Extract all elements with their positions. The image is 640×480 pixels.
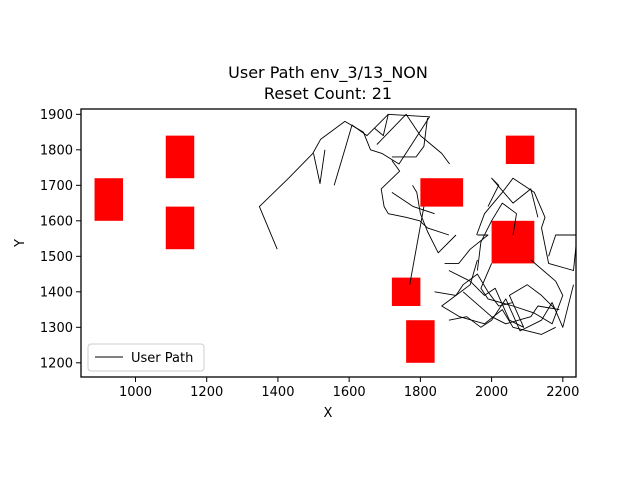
y-tick-label: 1400 [40, 285, 73, 300]
user-path-segment [480, 259, 564, 325]
user-path-segment [409, 206, 425, 285]
x-tick-label: 1200 [190, 385, 223, 400]
obstacle-rect [491, 220, 535, 264]
obstacle-rect [165, 135, 195, 179]
user-path-segment [487, 177, 539, 218]
x-tick-label: 1000 [119, 385, 152, 400]
user-path-lines [258, 113, 576, 335]
user-path-segment [376, 113, 450, 165]
y-tick-label: 1800 [40, 143, 73, 158]
y-tick-label: 1700 [40, 179, 73, 194]
user-path-segment [462, 291, 560, 325]
user-path-segment [448, 284, 574, 332]
user-path-segment [391, 117, 428, 158]
x-tick-label: 2000 [475, 385, 508, 400]
x-axis-label: X [324, 406, 333, 421]
obstacle-rect [94, 178, 124, 221]
legend: User Path [87, 343, 205, 372]
y-tick-label: 1600 [40, 214, 73, 229]
x-tick-label: 1600 [333, 385, 366, 400]
y-axis-label: Y [13, 239, 28, 248]
x-tick-label: 1400 [261, 385, 294, 400]
obstacle-rect [391, 277, 421, 307]
user-path-segment [258, 113, 431, 250]
user-path-segment [476, 202, 517, 271]
x-tick-label: 1800 [404, 385, 437, 400]
user-path-segment [448, 270, 557, 328]
y-tick-label: 1300 [40, 321, 73, 336]
obstacle-rect [505, 135, 535, 165]
obstacles [94, 135, 535, 363]
x-axis-ticks: 1000 1200 1400 1600 1800 2000 2200 [119, 377, 579, 400]
plot-frame [80, 108, 577, 378]
obstacle-rect [165, 206, 195, 250]
x-tick-label: 2200 [546, 385, 579, 400]
y-tick-label: 1900 [40, 108, 73, 123]
user-path-segment [333, 113, 389, 186]
y-axis-ticks: 1200 1300 1400 1500 1600 1700 1800 1900 [40, 108, 81, 371]
y-tick-label: 1500 [40, 250, 73, 265]
user-path-segment [313, 149, 326, 184]
chart-title: User Path env_3/13_NON [228, 63, 428, 83]
obstacle-rect [420, 178, 464, 207]
user-path-segment [391, 192, 435, 215]
obstacle-rect [406, 320, 435, 363]
chart-subtitle: Reset Count: 21 [264, 84, 392, 103]
user-path-segment [412, 185, 457, 254]
legend-box [87, 343, 205, 372]
legend-label: User Path [131, 351, 193, 366]
user-path-segment [441, 259, 556, 335]
y-tick-label: 1200 [40, 356, 73, 371]
user-path-segment [476, 177, 576, 271]
